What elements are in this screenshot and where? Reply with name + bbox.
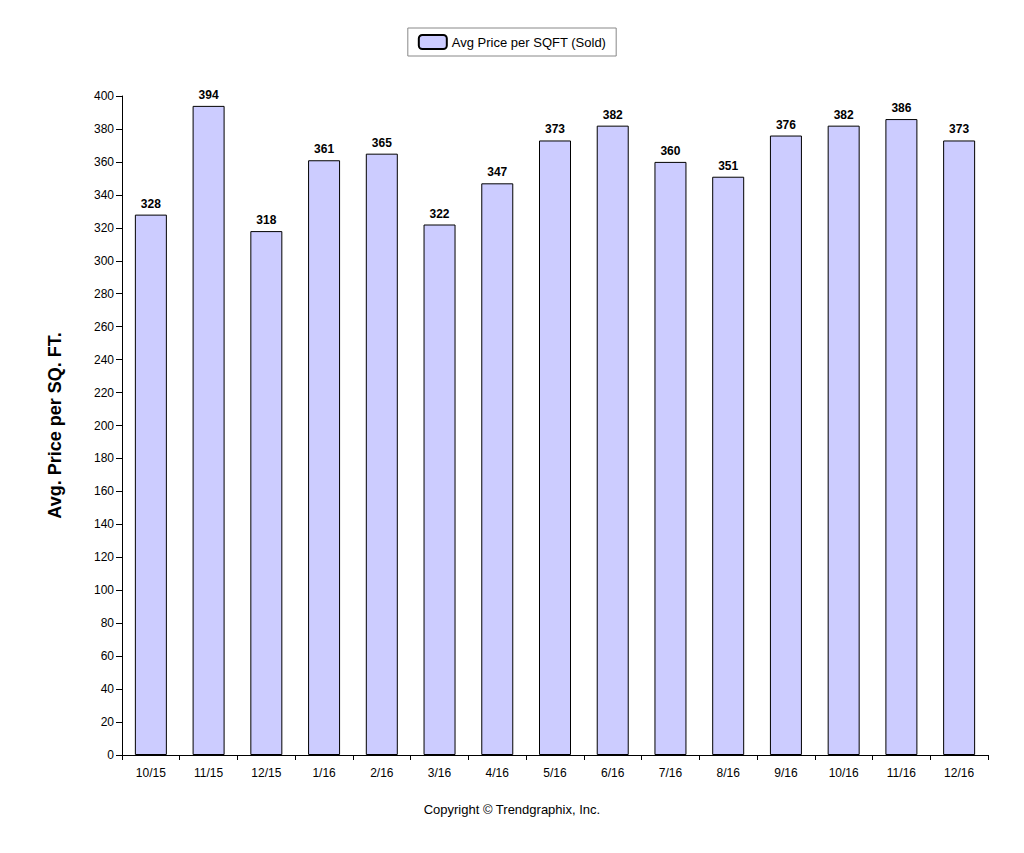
svg-text:365: 365 — [372, 136, 392, 150]
svg-text:Copyright © Trendgraphix, Inc.: Copyright © Trendgraphix, Inc. — [424, 802, 600, 817]
svg-text:8/16: 8/16 — [717, 766, 741, 780]
svg-text:60: 60 — [101, 649, 115, 663]
svg-text:351: 351 — [718, 159, 738, 173]
svg-text:12/15: 12/15 — [251, 766, 281, 780]
svg-text:140: 140 — [94, 517, 114, 531]
svg-text:9/16: 9/16 — [774, 766, 798, 780]
svg-text:394: 394 — [199, 88, 219, 102]
svg-text:400: 400 — [94, 89, 114, 103]
svg-text:1/16: 1/16 — [312, 766, 336, 780]
svg-text:318: 318 — [256, 213, 276, 227]
svg-text:Avg. Price per SQ. FT.: Avg. Price per SQ. FT. — [45, 332, 65, 518]
svg-text:260: 260 — [94, 320, 114, 334]
svg-text:340: 340 — [94, 188, 114, 202]
svg-text:220: 220 — [94, 386, 114, 400]
svg-text:373: 373 — [949, 122, 969, 136]
svg-text:373: 373 — [545, 122, 565, 136]
svg-text:386: 386 — [891, 101, 911, 115]
svg-text:160: 160 — [94, 484, 114, 498]
svg-text:4/16: 4/16 — [486, 766, 510, 780]
svg-text:0: 0 — [107, 748, 114, 762]
svg-text:382: 382 — [603, 108, 623, 122]
svg-text:322: 322 — [430, 207, 450, 221]
svg-text:12/16: 12/16 — [944, 766, 974, 780]
svg-text:376: 376 — [776, 118, 796, 132]
svg-text:40: 40 — [101, 682, 115, 696]
svg-text:380: 380 — [94, 122, 114, 136]
svg-text:200: 200 — [94, 419, 114, 433]
svg-text:5/16: 5/16 — [543, 766, 567, 780]
svg-text:Avg Price per SQFT (Sold): Avg Price per SQFT (Sold) — [452, 35, 606, 50]
svg-text:382: 382 — [834, 108, 854, 122]
svg-text:6/16: 6/16 — [601, 766, 625, 780]
svg-text:11/15: 11/15 — [194, 766, 223, 780]
svg-text:300: 300 — [94, 254, 114, 268]
svg-text:100: 100 — [94, 583, 114, 597]
svg-text:2/16: 2/16 — [370, 766, 394, 780]
svg-text:80: 80 — [101, 616, 115, 630]
svg-text:360: 360 — [94, 155, 114, 169]
svg-text:280: 280 — [94, 287, 114, 301]
svg-text:320: 320 — [94, 221, 114, 235]
svg-text:20: 20 — [101, 715, 115, 729]
svg-text:3/16: 3/16 — [428, 766, 452, 780]
svg-text:7/16: 7/16 — [659, 766, 683, 780]
svg-text:328: 328 — [141, 197, 161, 211]
svg-text:180: 180 — [94, 451, 114, 465]
svg-text:120: 120 — [94, 550, 114, 564]
svg-text:361: 361 — [314, 142, 334, 156]
svg-text:240: 240 — [94, 353, 114, 367]
svg-text:11/16: 11/16 — [887, 766, 916, 780]
svg-text:360: 360 — [660, 144, 680, 158]
svg-text:10/15: 10/15 — [136, 766, 166, 780]
svg-text:10/16: 10/16 — [829, 766, 859, 780]
svg-text:347: 347 — [487, 165, 507, 179]
